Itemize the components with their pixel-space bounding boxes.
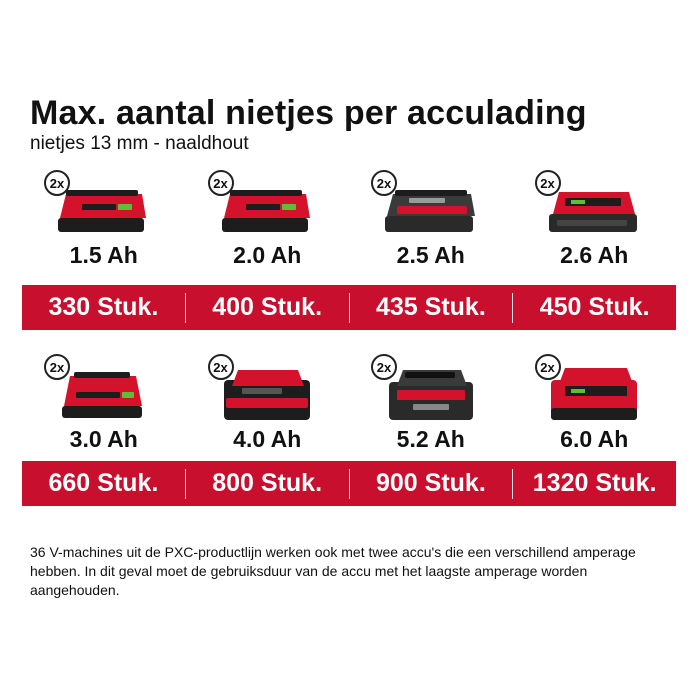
battery-slim-icon — [221, 190, 310, 232]
battery-card: 2x 6.0 Ah — [513, 352, 677, 472]
battery-capacity: 2.5 Ah — [396, 242, 465, 268]
quantity-badge: 2x — [44, 354, 70, 380]
battery-card: 2x 5.2 Ah — [349, 352, 513, 472]
band-divider — [348, 292, 350, 323]
quantity-badge: 2x — [207, 170, 234, 196]
battery-row-top: 2x 1.5 Ah 2x 2.0 Ah 2x — [22, 168, 677, 330]
battery-row-bottom: 2x 3.0 Ah 2x 4.0 Ah 2x — [22, 352, 677, 506]
quantity-badge: 2x — [534, 354, 561, 380]
quantity-badge: 2x — [207, 354, 234, 380]
battery-slim-dark-icon — [385, 190, 475, 232]
battery-card: 2x 1.5 Ah — [22, 168, 186, 288]
quantity-badge: 2x — [44, 170, 70, 196]
battery-slim-icon — [58, 190, 146, 232]
band-divider — [512, 292, 514, 323]
quantity-badge: 2x — [534, 170, 561, 196]
count-band: 330 Stuk. 400 Stuk. 435 Stuk. 450 Stuk. — [22, 285, 676, 330]
band-divider — [184, 468, 186, 499]
band-divider — [348, 468, 350, 499]
staple-count: 1320 Stuk. — [532, 469, 657, 497]
battery-capacity: 2.6 Ah — [560, 242, 629, 268]
band-divider — [184, 292, 186, 323]
battery-medium-icon — [62, 372, 142, 418]
battery-capacity: 1.5 Ah — [69, 242, 138, 268]
battery-tall-icon — [223, 370, 310, 420]
count-band: 660 Stuk. 800 Stuk. 900 Stuk. 1320 Stuk. — [22, 461, 676, 506]
battery-capacity: 5.2 Ah — [396, 426, 465, 452]
staple-count: 800 Stuk. — [212, 469, 323, 497]
battery-slim-red-top-icon — [548, 192, 637, 232]
band-divider — [512, 468, 514, 499]
staple-count: 900 Stuk. — [375, 469, 486, 497]
battery-capacity: 6.0 Ah — [560, 426, 629, 452]
quantity-badge: 2x — [371, 170, 397, 196]
page-subtitle: nietjes 13 mm - naaldhout — [30, 133, 249, 154]
staple-count: 450 Stuk. — [539, 293, 650, 321]
battery-card: 2x 2.0 Ah — [186, 168, 350, 288]
battery-capacity: 2.0 Ah — [233, 242, 302, 268]
staple-count: 435 Stuk. — [375, 293, 486, 321]
staple-count: 400 Stuk. — [212, 293, 323, 321]
battery-card: 2x 2.6 Ah — [513, 168, 677, 288]
staple-count: 660 Stuk. — [48, 469, 159, 497]
battery-card: 2x 3.0 Ah — [22, 352, 186, 472]
staple-count: 330 Stuk. — [48, 293, 159, 321]
battery-card: 2x 4.0 Ah — [186, 352, 350, 472]
quantity-badge: 2x — [371, 354, 397, 380]
battery-card: 2x 2.5 Ah — [349, 168, 513, 288]
battery-capacity: 4.0 Ah — [233, 426, 302, 452]
battery-capacity: 3.0 Ah — [69, 426, 138, 452]
battery-tall-dark-icon — [389, 370, 473, 420]
battery-tall-red-icon — [550, 368, 637, 420]
footnote: 36 V-machines uit de PXC-productlijn wer… — [30, 544, 636, 598]
page-title: Max. aantal nietjes per acculading — [30, 94, 587, 132]
